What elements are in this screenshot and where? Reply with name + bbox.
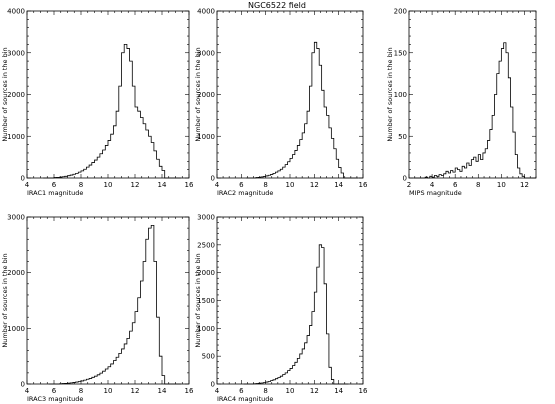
x-tick-label: 16 bbox=[185, 181, 194, 189]
x-axis-label: IRAC3 magnitude bbox=[27, 395, 83, 403]
x-tick-label: 10 bbox=[104, 181, 113, 189]
histogram-series bbox=[48, 224, 181, 385]
y-axis-label: Number of sources in the bin bbox=[194, 47, 202, 141]
histogram-panel-3: 2 4 6 8 10 12 0 50 100 150 200 MIPS magnitude Number… bbox=[386, 8, 537, 197]
y-tick-label: 0 bbox=[21, 175, 25, 183]
plot-frame bbox=[26, 216, 190, 385]
y-tick-label: 50 bbox=[398, 133, 407, 141]
plot-frame bbox=[216, 10, 364, 179]
y-tick-label: 0 bbox=[403, 175, 407, 183]
histogram-panel-4: 4 6 8 10 12 14 16 0 1000 2000 3000 IRAC3 magnitude N… bbox=[1, 214, 194, 404]
y-tick-label: 2500 bbox=[197, 241, 215, 249]
x-tick-label: 8 bbox=[263, 181, 267, 189]
y-axis-label: Number of sources in the bin bbox=[194, 253, 202, 347]
y-tick-label: 0 bbox=[21, 381, 25, 389]
y-tick-label: 3000 bbox=[7, 49, 25, 57]
x-tick-label: 4 bbox=[215, 181, 220, 189]
y-axis-label: Number of sources in the bin bbox=[1, 253, 9, 347]
x-tick-label: 6 bbox=[52, 181, 57, 189]
x-tick-label: 16 bbox=[359, 181, 368, 189]
y-tick-label: 0 bbox=[211, 381, 215, 389]
y-tick-label: 2000 bbox=[197, 269, 215, 277]
x-tick-label: 12 bbox=[131, 181, 140, 189]
histogram-series bbox=[243, 244, 349, 385]
x-tick-label: 14 bbox=[158, 387, 167, 395]
y-tick-label: 150 bbox=[394, 49, 407, 57]
x-tick-label: 16 bbox=[359, 387, 368, 395]
plot-frame bbox=[26, 10, 190, 179]
x-axis-label: IRAC2 magnitude bbox=[217, 189, 273, 197]
x-tick-label: 14 bbox=[334, 387, 343, 395]
x-tick-label: 4 bbox=[430, 181, 435, 189]
y-tick-label: 500 bbox=[202, 353, 215, 361]
histogram-panel-2: 4 6 8 10 12 14 16 0 1000 2000 3000 4000 IRAC2 magnit… bbox=[194, 8, 368, 198]
y-tick-label: 0 bbox=[211, 175, 215, 183]
x-tick-label: 6 bbox=[239, 387, 244, 395]
x-tick-label: 8 bbox=[79, 181, 83, 189]
histogram-panel-1: 4 6 8 10 12 14 16 0 1000 2000 3000 4000 IRAC1 magnit… bbox=[1, 8, 194, 198]
x-tick-label: 10 bbox=[104, 387, 113, 395]
histogram-series bbox=[246, 41, 359, 179]
plot-frame bbox=[408, 10, 537, 179]
y-axis-label: Number of sources in the bin bbox=[1, 47, 9, 141]
x-tick-label: 6 bbox=[453, 181, 458, 189]
x-tick-label: 12 bbox=[520, 181, 529, 189]
x-tick-label: 8 bbox=[476, 181, 480, 189]
x-tick-label: 4 bbox=[215, 387, 220, 395]
plot-frame bbox=[216, 216, 364, 385]
x-tick-label: 16 bbox=[185, 387, 194, 395]
x-tick-label: 6 bbox=[239, 181, 244, 189]
x-axis-label: IRAC1 magnitude bbox=[27, 189, 83, 197]
histogram-panel-5: 4 6 8 10 12 14 16 0 500 1000 1500 2000 2500 3000 IRAC4… bbox=[194, 214, 368, 404]
y-tick-label: 2000 bbox=[7, 91, 25, 99]
x-tick-label: 14 bbox=[334, 181, 343, 189]
y-tick-label: 1000 bbox=[7, 133, 25, 141]
y-axis-label: Number of sources in the bin bbox=[386, 47, 394, 141]
y-tick-label: 3000 bbox=[197, 49, 215, 57]
x-tick-label: 8 bbox=[263, 387, 267, 395]
y-tick-label: 2000 bbox=[7, 269, 25, 277]
x-tick-label: 14 bbox=[158, 181, 167, 189]
y-tick-label: 200 bbox=[394, 8, 407, 16]
x-tick-label: 4 bbox=[25, 181, 30, 189]
y-tick-label: 100 bbox=[394, 91, 407, 99]
y-tick-label: 2000 bbox=[197, 91, 215, 99]
y-tick-label: 4000 bbox=[197, 8, 215, 16]
x-tick-label: 2 bbox=[407, 181, 411, 189]
y-tick-label: 1000 bbox=[197, 325, 215, 333]
y-tick-label: 3000 bbox=[197, 214, 215, 222]
y-tick-label: 4000 bbox=[7, 8, 25, 16]
figure-title: NGC6522 field bbox=[248, 1, 306, 10]
x-tick-label: 12 bbox=[310, 387, 319, 395]
x-tick-label: 10 bbox=[286, 181, 295, 189]
x-tick-label: 12 bbox=[131, 387, 140, 395]
y-tick-label: 1500 bbox=[197, 297, 215, 305]
x-axis-label: MIPS magnitude bbox=[409, 189, 462, 197]
x-axis-label: IRAC4 magnitude bbox=[217, 395, 273, 403]
x-tick-label: 12 bbox=[310, 181, 319, 189]
x-tick-label: 6 bbox=[52, 387, 57, 395]
y-tick-label: 1000 bbox=[7, 325, 25, 333]
y-tick-label: 1000 bbox=[197, 133, 215, 141]
histogram-series bbox=[413, 42, 536, 179]
x-tick-label: 8 bbox=[79, 387, 83, 395]
histogram-series bbox=[43, 44, 181, 179]
y-tick-label: 3000 bbox=[7, 214, 25, 222]
x-tick-label: 4 bbox=[25, 387, 30, 395]
x-tick-label: 10 bbox=[497, 181, 506, 189]
x-tick-label: 10 bbox=[286, 387, 295, 395]
